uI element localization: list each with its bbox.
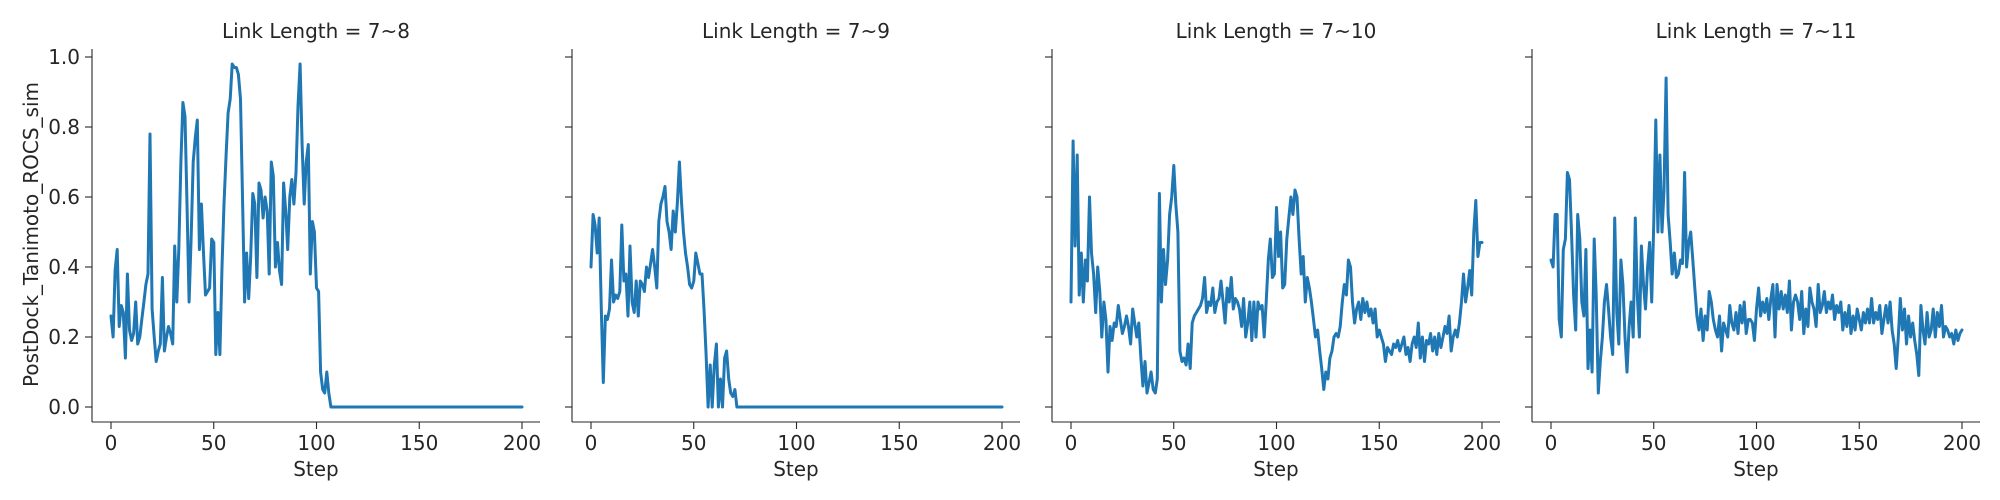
x-tick-label: 0 [1545, 431, 1558, 455]
y-axis-label: PostDock_Tanimoto_ROCS_sim [19, 82, 43, 387]
x-axis-label: Step [773, 457, 819, 481]
x-tick-label: 200 [1943, 431, 1981, 455]
x-tick-label: 150 [400, 431, 438, 455]
y-tick-label: 0.8 [48, 115, 80, 139]
x-tick-label: 100 [297, 431, 335, 455]
x-tick-label: 150 [880, 431, 918, 455]
x-tick-label: 200 [1463, 431, 1501, 455]
x-axis-label: Step [293, 457, 339, 481]
x-tick-label: 100 [777, 431, 815, 455]
facet-panel-3: Link Length = 7~10 0 50 100 150 200 Step [1045, 19, 1501, 481]
facet-panel-2: Link Length = 7~9 0 50 100 150 200 Step [565, 19, 1021, 481]
series-line [589, 160, 1004, 409]
x-tick-label: 50 [1161, 431, 1186, 455]
x-tick-label: 0 [105, 431, 118, 455]
y-tick-label: 0.0 [48, 395, 80, 419]
facet-panel-4: Link Length = 7~11 0 50 100 150 200 Step [1525, 19, 1981, 481]
y-tick-label: 1.0 [48, 45, 80, 69]
panel-title: Link Length = 7~10 [1176, 19, 1377, 43]
x-axis-label: Step [1733, 457, 1779, 481]
facet-panel-1: Link Length = 7~8 0.0 0.2 0.4 0.6 0.8 1.0 0 50 10… [19, 19, 541, 481]
x-tick-label: 0 [1065, 431, 1078, 455]
series-line [109, 62, 524, 409]
x-axis-label: Step [1253, 457, 1299, 481]
x-tick-label: 100 [1257, 431, 1295, 455]
y-tick-label: 0.4 [48, 255, 80, 279]
y-tick-label: 0.2 [48, 325, 80, 349]
x-tick-label: 100 [1737, 431, 1775, 455]
panel-title: Link Length = 7~8 [222, 19, 410, 43]
panel-title: Link Length = 7~11 [1656, 19, 1857, 43]
series-line [1069, 139, 1484, 395]
series-line [1549, 76, 1964, 395]
x-tick-label: 50 [1641, 431, 1666, 455]
y-tick-label: 0.6 [48, 185, 80, 209]
x-tick-label: 150 [1840, 431, 1878, 455]
panel-title: Link Length = 7~9 [702, 19, 890, 43]
x-tick-label: 50 [681, 431, 706, 455]
x-tick-label: 200 [983, 431, 1021, 455]
x-tick-label: 200 [503, 431, 541, 455]
x-tick-label: 50 [201, 431, 226, 455]
x-tick-label: 0 [585, 431, 598, 455]
x-tick-label: 150 [1360, 431, 1398, 455]
